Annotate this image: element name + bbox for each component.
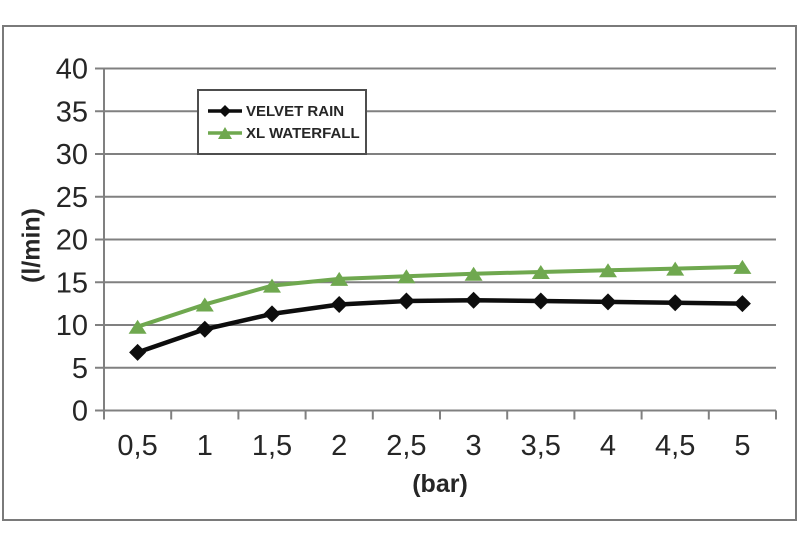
data-point-triangle	[666, 261, 685, 276]
legend-marker-shape	[218, 127, 232, 139]
data-point-triangle	[128, 319, 147, 334]
legend-marker-shape	[219, 105, 231, 117]
data-point-diamond	[196, 320, 214, 338]
x-tick-label: 3,5	[521, 430, 561, 462]
y-tick-label: 5	[72, 353, 88, 385]
x-tick-label: 1	[197, 430, 213, 462]
y-tick-label: 30	[56, 139, 88, 171]
data-point-triangle	[195, 297, 214, 312]
chart-frame	[2, 25, 797, 521]
data-point-diamond	[733, 295, 751, 313]
y-tick-label: 25	[56, 182, 88, 214]
data-point-triangle	[733, 259, 752, 274]
series-line-triangle	[136, 264, 743, 329]
data-point-triangle	[263, 278, 281, 293]
diamond-line-marker-icon	[208, 105, 242, 117]
legend-item-xl-waterfall: XL WATERFALL	[208, 125, 365, 142]
y-tick-label: 10	[56, 310, 88, 342]
data-point-diamond	[599, 293, 617, 311]
x-tick-label: 4	[600, 430, 616, 462]
x-tick-label: 3	[466, 430, 482, 462]
legend: VELVET RAIN XL WATERFALL	[197, 89, 367, 155]
y-tick-label: 20	[56, 225, 88, 257]
x-axis-title: (bar)	[412, 470, 468, 498]
x-tick-label: 0,5	[117, 430, 157, 462]
x-tick-label: 2,5	[386, 430, 426, 462]
data-point-triangle	[531, 264, 550, 279]
y-tick-label: 15	[56, 267, 88, 299]
x-tick-label: 2	[331, 430, 347, 462]
data-point-triangle	[330, 271, 349, 286]
data-point-diamond	[330, 295, 348, 313]
legend-item-velvet-rain: VELVET RAIN	[208, 103, 365, 120]
data-point-diamond	[532, 292, 550, 310]
data-point-triangle	[397, 269, 416, 284]
data-point-diamond	[129, 343, 147, 361]
legend-label: XL WATERFALL	[246, 124, 360, 142]
y-tick-label: 35	[56, 96, 88, 128]
legend-label: VELVET RAIN	[246, 102, 345, 120]
data-point-diamond	[465, 291, 483, 309]
data-point-diamond	[397, 292, 415, 310]
x-tick-label: 1,5	[252, 430, 292, 462]
x-tick-label: 4,5	[655, 430, 695, 462]
x-tick-label: 5	[734, 430, 750, 462]
y-tick-label: 0	[72, 396, 88, 428]
data-point-diamond	[263, 305, 281, 323]
y-tick-label: 40	[56, 54, 88, 86]
data-point-diamond	[666, 294, 684, 312]
data-point-triangle	[464, 266, 483, 281]
data-point-triangle	[599, 263, 617, 278]
triangle-line-marker-icon	[208, 127, 242, 139]
series-line-diamond	[136, 297, 743, 355]
y-axis-title: (l/min)	[17, 208, 46, 283]
